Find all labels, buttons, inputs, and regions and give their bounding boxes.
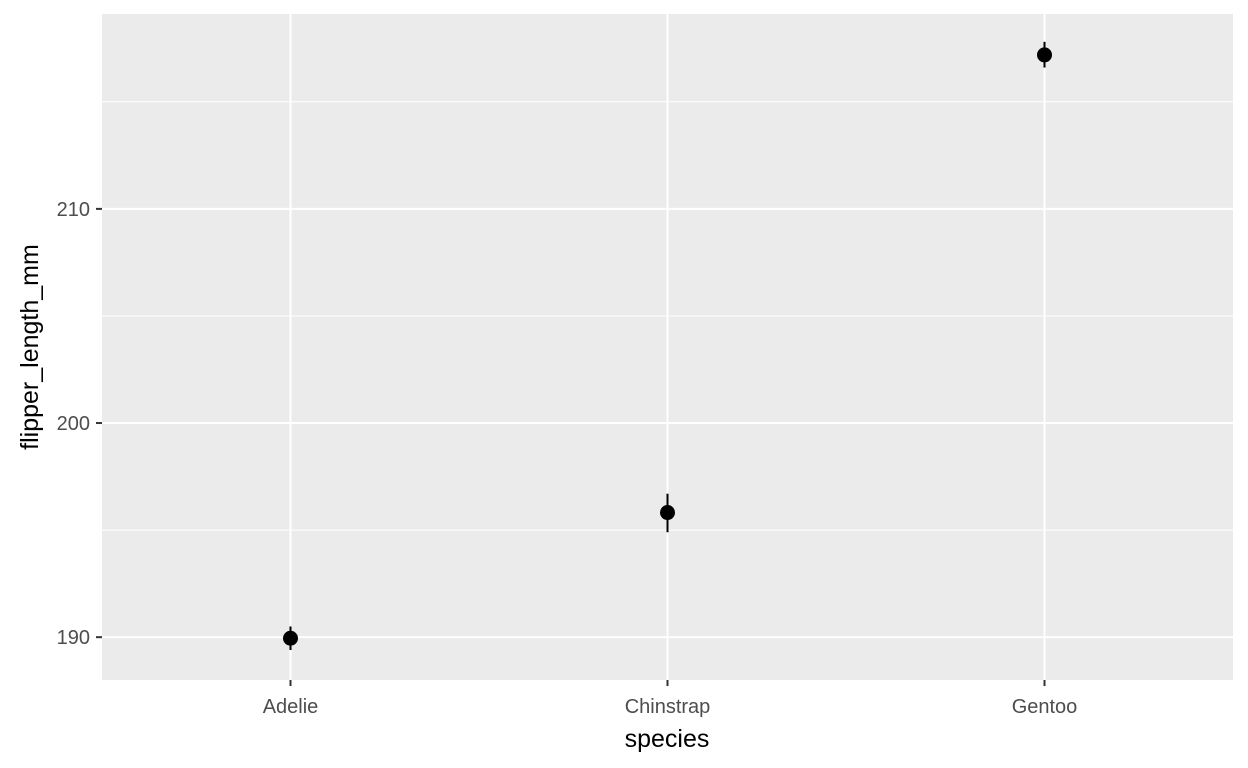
y-tick-label: 200 (57, 413, 90, 435)
data-point (283, 630, 298, 646)
x-tick-label: Adelie (263, 696, 319, 718)
data-marks (283, 41, 1052, 651)
x-axis: Adelie Chinstrap Gentoo (263, 680, 1078, 718)
x-tick-label: Gentoo (1012, 696, 1078, 718)
y-axis: 190 200 210 (57, 199, 102, 649)
x-axis-title: species (625, 725, 710, 753)
y-tick-label: 190 (57, 627, 90, 649)
data-point (660, 505, 675, 521)
y-axis-title: flipper_length_mm (16, 244, 44, 450)
data-point (1037, 47, 1052, 63)
x-tick-label: Chinstrap (625, 696, 711, 718)
y-tick-label: 210 (57, 199, 90, 221)
